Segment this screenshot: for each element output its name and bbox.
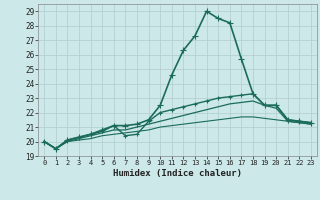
X-axis label: Humidex (Indice chaleur): Humidex (Indice chaleur) bbox=[113, 169, 242, 178]
